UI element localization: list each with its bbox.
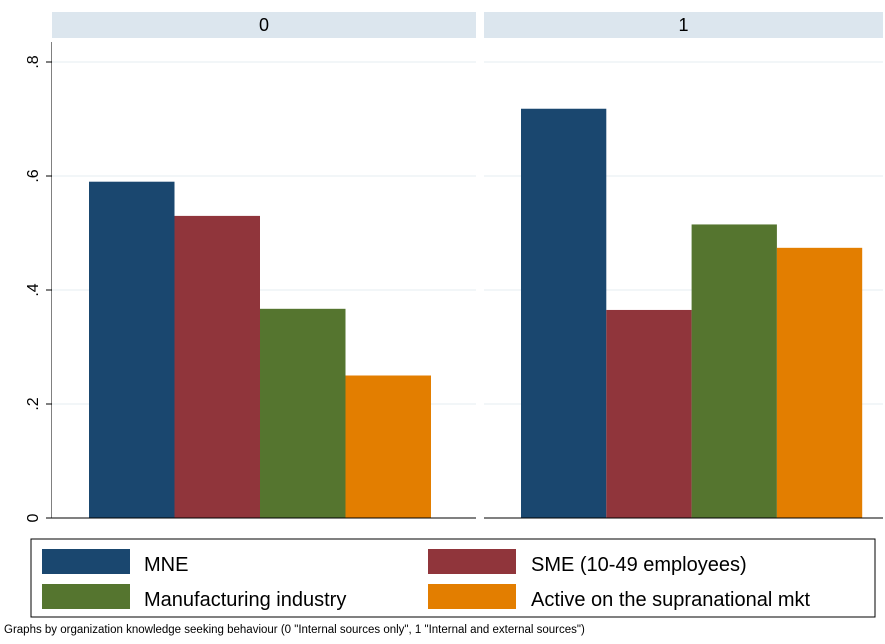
bar: [691, 224, 777, 518]
panel-strip: [52, 12, 476, 38]
bar: [345, 375, 431, 518]
bar: [174, 215, 260, 518]
y-tick-label: .2: [25, 397, 42, 410]
y-tick-label: .8: [25, 55, 42, 68]
panel-1: 1: [484, 12, 883, 519]
panel-strip: [484, 12, 883, 38]
panel-title: 0: [259, 15, 269, 35]
chart: 0 .2 .4 .6 .8 0 1 MNE SME (10-49 employees) Manuf…: [25, 12, 883, 618]
bar: [776, 247, 863, 518]
bar: [89, 181, 175, 518]
bar: [521, 108, 607, 519]
legend-label: Active on the supranational mkt: [531, 589, 810, 611]
legend-label: MNE: [144, 554, 188, 576]
y-tick-label: 0: [25, 513, 42, 522]
legend-swatch: [42, 584, 130, 609]
panel-0: 0: [52, 12, 476, 519]
legend-label: SME (10-49 employees): [531, 554, 747, 576]
panel-title: 1: [678, 15, 688, 35]
y-tick-label: .4: [25, 283, 42, 296]
legend: MNE SME (10-49 employees) Manufacturing in…: [30, 538, 876, 618]
legend-swatch: [42, 549, 130, 574]
bar: [260, 308, 346, 518]
bar: [606, 309, 692, 518]
legend-swatch: [428, 549, 516, 574]
legend-swatch: [428, 584, 516, 609]
y-tick-label: .6: [25, 169, 42, 182]
legend-label: Manufacturing industry: [144, 589, 346, 611]
graph-note: Graphs by organization knowledge seeking…: [4, 624, 585, 636]
